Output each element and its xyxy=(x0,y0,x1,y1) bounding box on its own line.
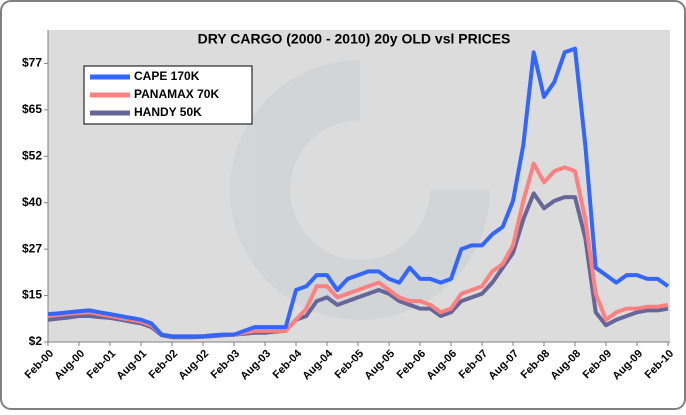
y-tick-label: $52 xyxy=(22,148,42,162)
y-tick-label: $27 xyxy=(22,241,42,255)
chart-title: DRY CARGO (2000 - 2010) 20y OLD vsl PRIC… xyxy=(198,31,511,47)
y-tick-label: $65 xyxy=(22,102,42,116)
legend-label: PANAMAX 70K xyxy=(134,87,219,101)
y-tick-label: $2 xyxy=(29,334,43,348)
y-tick-label: $77 xyxy=(22,56,42,70)
y-tick-label: $40 xyxy=(22,195,42,209)
legend-label: CAPE 170K xyxy=(134,69,200,83)
y-tick-label: $15 xyxy=(22,288,42,302)
series-line xyxy=(47,46,670,339)
watermark xyxy=(230,40,510,320)
legend-label: HANDY 50K xyxy=(134,105,202,119)
